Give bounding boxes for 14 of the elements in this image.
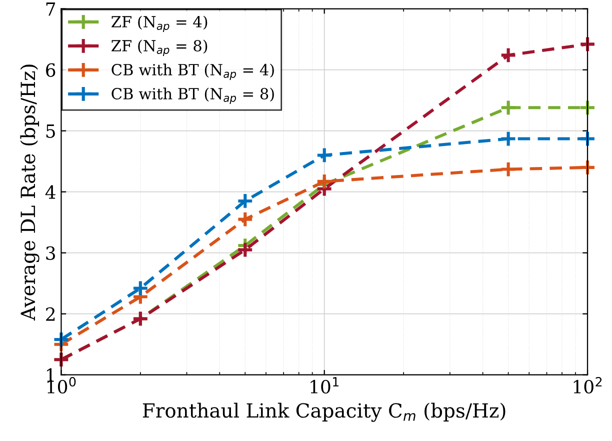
y-tick-label: 6 bbox=[46, 63, 56, 77]
x-tick-label: 10$^{2}$ bbox=[574, 377, 602, 394]
x-tick-label: 10$^{1}$ bbox=[310, 377, 338, 394]
legend-label: ZF (N$_{ap}$ = 4) bbox=[112, 16, 208, 32]
y-tick-label: 3 bbox=[46, 246, 55, 260]
y-tick-label: 4 bbox=[45, 185, 56, 199]
y-axis-title: Average DL Rate (bps/Hz) bbox=[20, 64, 40, 321]
y-tick-label: 7 bbox=[46, 2, 56, 16]
legend-label: CB with BT (N$_{ap}$ = 8) bbox=[112, 88, 274, 104]
legend-label: CB with BT (N$_{ap}$ = 4) bbox=[112, 64, 274, 80]
legend-label: ZF (N$_{ap}$ = 8) bbox=[112, 40, 208, 56]
y-tick-label: 5 bbox=[46, 124, 55, 138]
x-axis-title: Fronthaul Link Capacity C$_{m}$ (bps/Hz) bbox=[142, 402, 506, 422]
y-tick-label: 2 bbox=[46, 307, 55, 321]
